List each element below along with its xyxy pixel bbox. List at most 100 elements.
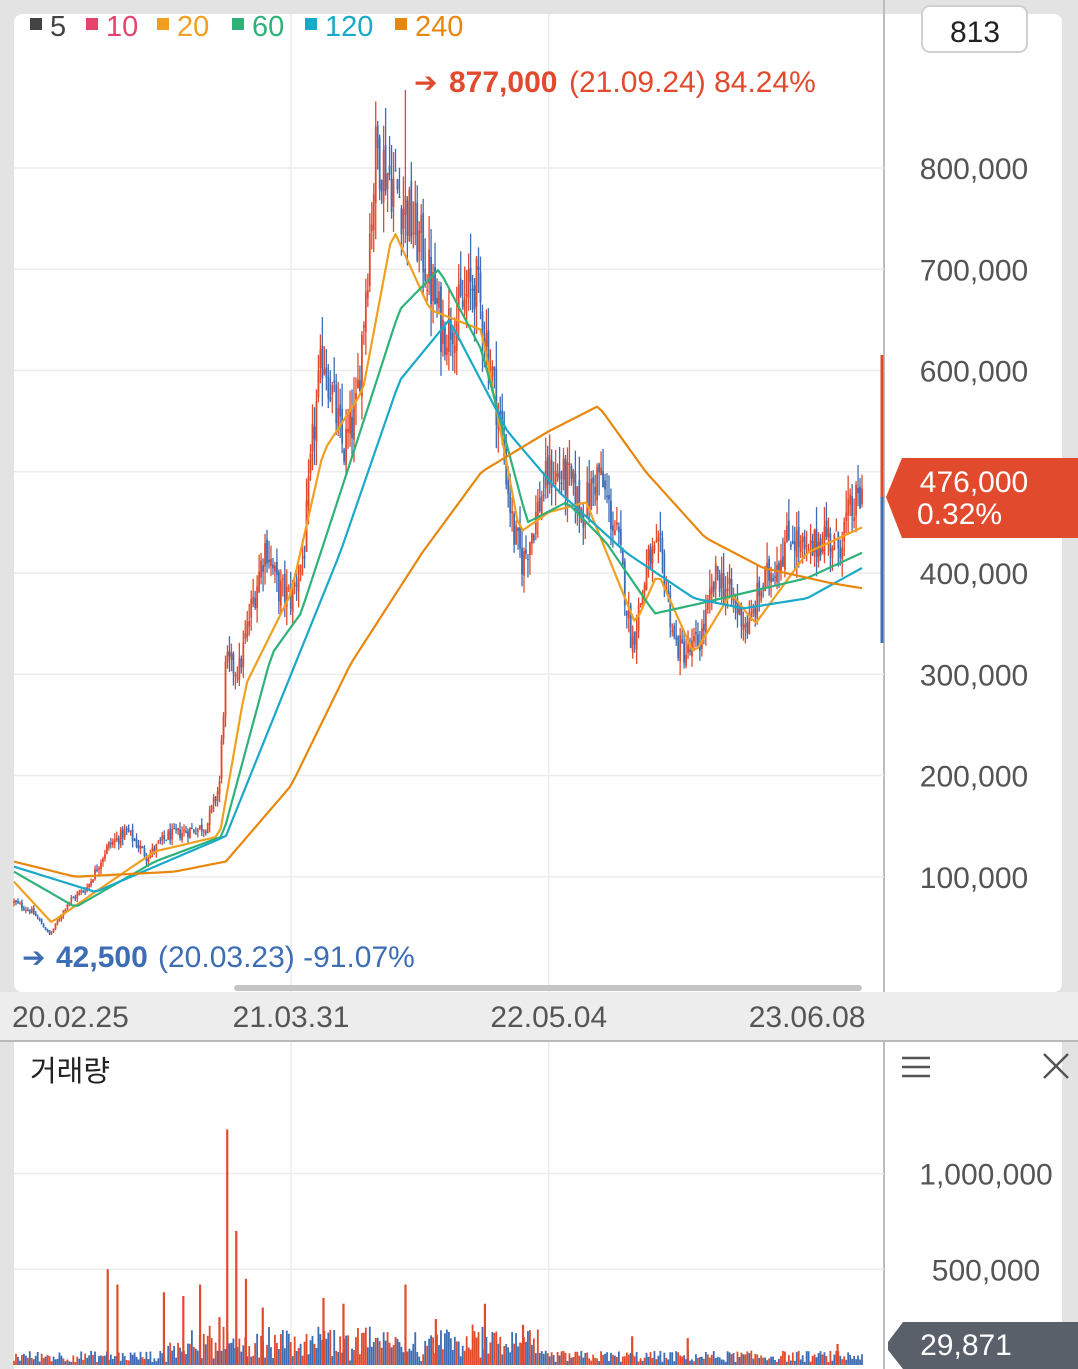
volume-bar (568, 1353, 571, 1365)
candle-body (540, 496, 543, 516)
volume-bar (337, 1351, 340, 1365)
ma-line-120 (13, 319, 863, 893)
volume-bar (663, 1352, 666, 1365)
candle-body (364, 292, 367, 332)
candle-body (637, 605, 640, 631)
close-icon[interactable] (1043, 1053, 1069, 1079)
candle-body (189, 828, 191, 839)
volume-bar (702, 1358, 705, 1365)
volume-bar (287, 1333, 290, 1365)
candle-body (708, 588, 711, 603)
legend-swatch-20 (157, 18, 169, 30)
volume-bar (485, 1336, 488, 1365)
volume-bar (754, 1353, 757, 1365)
candle-body (163, 835, 166, 839)
volume-bar (62, 1358, 65, 1365)
volume-bar (335, 1350, 338, 1365)
candle-body (685, 654, 687, 666)
candle-body (859, 486, 861, 509)
candle-body (568, 463, 571, 466)
volume-bar (693, 1361, 695, 1365)
candle-body (208, 810, 211, 826)
candle-body (234, 673, 237, 677)
volume-bar (412, 1343, 415, 1365)
candle-body (56, 920, 59, 924)
candle-body (738, 605, 741, 615)
ma-line-240 (13, 405, 863, 878)
volume-bar (159, 1350, 162, 1365)
volume-bar (592, 1354, 595, 1365)
horizontal-scrollbar[interactable] (234, 985, 862, 991)
candle-body (283, 574, 286, 602)
candle-body (161, 835, 164, 841)
volume-bar (434, 1319, 437, 1365)
volume-bar (489, 1342, 492, 1365)
volume-bar (578, 1355, 581, 1365)
candle-body (58, 919, 61, 921)
volume-bar (92, 1354, 94, 1365)
candle-body (550, 460, 553, 488)
candle-body (244, 633, 247, 639)
volume-bar (331, 1356, 334, 1365)
volume-bar (839, 1355, 842, 1365)
low-price: 42,500 (56, 941, 148, 974)
candle-body (345, 428, 347, 465)
candle-body (347, 429, 349, 433)
volume-bar (307, 1354, 310, 1365)
volume-bar (764, 1357, 767, 1365)
volume-bar (689, 1360, 691, 1365)
volume-bar (422, 1354, 425, 1365)
candle-body (754, 605, 757, 617)
candle-body (625, 611, 628, 616)
candle-body (590, 478, 593, 510)
volume-bar (430, 1335, 432, 1365)
volume-bar (277, 1349, 280, 1365)
candle-body (151, 847, 154, 854)
volume-bar (202, 1333, 205, 1365)
volume-bar (669, 1352, 672, 1365)
volume-bar (473, 1331, 476, 1365)
candle-body (406, 200, 409, 236)
candle-body (825, 520, 828, 537)
candle-body (400, 208, 403, 235)
volume-bar (240, 1351, 243, 1365)
candle-body (121, 828, 124, 839)
candle-body (801, 536, 804, 542)
candle-body (238, 658, 241, 681)
candle-body (119, 830, 122, 846)
volume-bar (281, 1330, 284, 1365)
volume-bar (436, 1334, 438, 1365)
volume-bar (303, 1341, 306, 1365)
volume-bar (299, 1343, 302, 1365)
candle-body (289, 589, 292, 609)
candle-body (196, 828, 199, 833)
volume-bar (165, 1361, 168, 1365)
volume-bar (536, 1329, 539, 1365)
volume-bar (161, 1353, 164, 1365)
volume-bar (558, 1355, 561, 1365)
volume-bar (414, 1332, 417, 1365)
candle-body (341, 408, 344, 444)
candle-body (608, 495, 610, 500)
candle-body (827, 528, 830, 538)
candle-body (270, 558, 272, 567)
volume-bar (744, 1354, 747, 1365)
volume-bar (661, 1361, 664, 1365)
candle-body (799, 541, 802, 553)
menu-icon[interactable] (902, 1056, 930, 1078)
volume-bar (606, 1352, 608, 1365)
candle-body (509, 493, 512, 513)
candles (13, 90, 863, 935)
candle-body (210, 805, 213, 812)
volume-bar (109, 1354, 112, 1365)
candle-body (102, 858, 104, 862)
volume-bar (643, 1357, 646, 1365)
count-badge-box[interactable] (921, 5, 1028, 53)
volume-bar (342, 1303, 345, 1365)
volume-bar (493, 1332, 496, 1365)
volume-bar (447, 1331, 450, 1365)
volume-bar (532, 1338, 535, 1365)
candle-body (576, 486, 579, 514)
